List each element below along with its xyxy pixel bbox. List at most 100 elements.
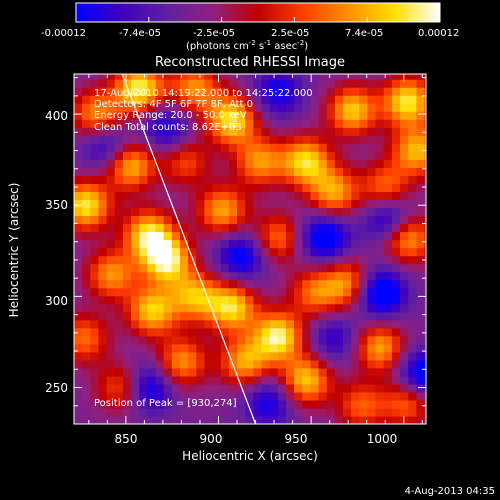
heatmap-cell <box>391 239 401 249</box>
heatmap-cell <box>416 391 426 401</box>
heatmap-cell <box>400 111 409 120</box>
heatmap-cell <box>343 295 352 305</box>
heatmap-cell <box>122 111 132 120</box>
heatmap-cell <box>106 207 116 217</box>
heatmap-cell <box>163 175 173 184</box>
heatmap-cell <box>82 263 91 273</box>
heatmap-cell <box>343 383 352 393</box>
heatmap-cell <box>122 375 132 385</box>
heatmap-cell <box>155 279 165 289</box>
heatmap-cell <box>326 199 336 209</box>
heatmap-cell <box>228 263 238 273</box>
heatmap-cell <box>277 359 287 369</box>
heatmap-cell <box>163 247 173 257</box>
heatmap-cell <box>367 295 377 305</box>
heatmap-cell <box>367 271 377 281</box>
heatmap-cell <box>114 95 124 104</box>
heatmap-cell <box>106 375 116 385</box>
heatmap-cell <box>351 287 360 297</box>
heatmap-cell <box>343 151 352 160</box>
heatmap-cell <box>294 359 303 369</box>
heatmap-cell <box>163 255 173 265</box>
heatmap-cell <box>74 263 83 273</box>
heatmap-cell <box>318 303 328 313</box>
heatmap-cell <box>237 263 246 273</box>
heatmap-cell <box>408 167 417 176</box>
heatmap-cell <box>220 159 230 168</box>
heatmap-cell <box>204 151 214 160</box>
heatmap-cell <box>163 159 173 168</box>
heatmap-cell <box>163 111 173 120</box>
heatmap-cell <box>131 247 140 257</box>
heatmap-cell <box>74 175 83 184</box>
heatmap-cell <box>188 279 197 289</box>
heatmap-cell <box>277 175 287 184</box>
heatmap-cell <box>147 135 157 144</box>
heatmap-cell <box>179 375 189 385</box>
heatmap-cell <box>416 327 426 337</box>
heatmap-cell <box>220 319 230 329</box>
heatmap-cell <box>343 359 352 369</box>
heatmap-cell <box>179 263 189 273</box>
heatmap-cell <box>237 303 246 313</box>
heatmap-cell <box>155 231 165 241</box>
heatmap-cell <box>237 167 246 176</box>
heatmap-cell <box>163 303 173 313</box>
heatmap-cell <box>367 383 377 393</box>
heatmap-cell <box>359 111 369 120</box>
heatmap-cell <box>261 407 271 417</box>
heatmap-cell <box>171 343 181 353</box>
heatmap-cell <box>98 151 108 160</box>
heatmap-cell <box>383 239 393 249</box>
heatmap-cell <box>139 183 148 192</box>
heatmap-cell <box>343 87 352 96</box>
heatmap-cell <box>375 367 385 377</box>
heatmap-cell <box>228 111 238 120</box>
heatmap-cell <box>383 231 393 241</box>
heatmap-cell <box>391 391 401 401</box>
heatmap-cell <box>204 383 214 393</box>
heatmap-cell <box>188 175 197 184</box>
heatmap-cell <box>139 223 148 233</box>
heatmap-cell <box>220 391 230 401</box>
heatmap-cell <box>212 199 222 209</box>
heatmap-cell <box>114 327 124 337</box>
heatmap-cell <box>351 111 360 120</box>
heatmap-cell <box>122 87 132 96</box>
heatmap-cell <box>74 199 83 209</box>
heatmap-cell <box>204 159 214 168</box>
y-tick-label: 400 <box>45 109 68 123</box>
heatmap-cell <box>220 143 230 152</box>
heatmap-cell <box>367 391 377 401</box>
heatmap-cell <box>139 407 148 417</box>
heatmap-cell <box>82 74 91 80</box>
heatmap-cell <box>114 295 124 305</box>
heatmap-cell <box>302 79 311 88</box>
heatmap-cell <box>82 207 91 217</box>
heatmap-cell <box>310 215 320 225</box>
heatmap-cell <box>367 215 377 225</box>
heatmap-cell <box>326 239 336 249</box>
heatmap-cell <box>188 327 197 337</box>
heatmap-cell <box>408 375 417 385</box>
heatmap-cell <box>188 231 197 241</box>
heatmap-cell <box>106 351 116 361</box>
heatmap-cell <box>400 119 409 128</box>
heatmap-cell <box>90 279 100 289</box>
heatmap-cell <box>285 383 295 393</box>
heatmap-cell <box>351 391 360 401</box>
heatmap-cell <box>90 119 100 128</box>
heatmap-cell <box>98 239 108 249</box>
heatmap-cell <box>318 391 328 401</box>
heatmap-cell <box>343 287 352 297</box>
heatmap-cell <box>179 287 189 297</box>
heatmap-cell <box>74 247 83 257</box>
heatmap-cell <box>318 191 328 201</box>
heatmap-cell <box>204 95 214 104</box>
heatmap-cell <box>204 279 214 289</box>
heatmap-cell <box>375 287 385 297</box>
heatmap-cell <box>294 351 303 361</box>
heatmap-cell <box>228 239 238 249</box>
heatmap-cell <box>196 127 206 136</box>
heatmap-cell <box>147 263 157 273</box>
